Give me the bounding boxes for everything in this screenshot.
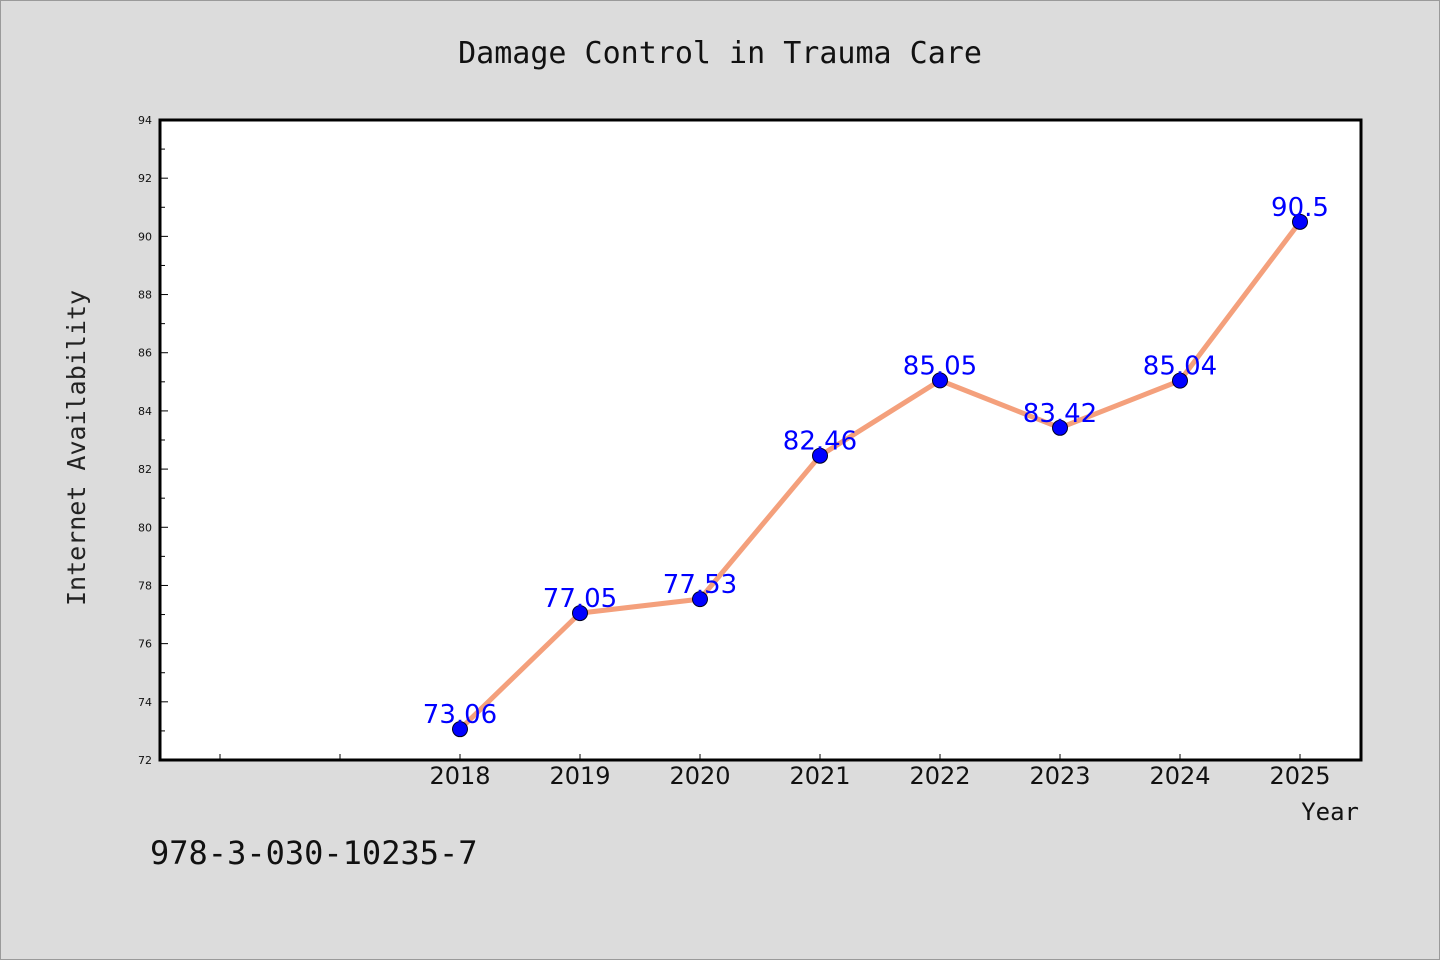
plot-area	[158, 118, 1363, 762]
y-tick-label: 88	[138, 289, 152, 302]
data-point	[692, 591, 708, 608]
series-line	[458, 220, 1302, 731]
y-tick-label: 82	[138, 463, 152, 476]
y-tick-label: 94	[138, 114, 152, 127]
y-tick-label: 74	[138, 696, 152, 709]
y-tick-label: 80	[138, 521, 152, 534]
data-point	[452, 721, 468, 738]
data-label: 85.04	[1143, 352, 1217, 382]
data-labels: 73.06 77.05 77.53 82.46 85.05 83.42 85.04 90.5	[423, 193, 1329, 730]
data-label: 77.53	[663, 570, 737, 600]
x-axis-label: Year	[1301, 798, 1359, 826]
data-point	[932, 372, 948, 389]
x-tick-label: 2025	[1269, 762, 1330, 790]
data-label: 83.42	[1023, 399, 1097, 429]
y-axis: 72 74 76 78 80 82 84 86 88 90 92 94	[138, 114, 168, 767]
y-axis-label: Internet Availability	[62, 290, 91, 606]
x-tick-label: 2024	[1149, 762, 1210, 790]
data-label: 90.5	[1271, 193, 1329, 223]
y-tick-label: 84	[138, 405, 152, 418]
y-tick-label: 90	[138, 230, 152, 243]
y-tick-label: 86	[138, 347, 152, 360]
x-tick-label: 2018	[429, 762, 490, 790]
y-tick-label: 78	[138, 579, 152, 592]
data-label: 73.06	[423, 700, 497, 730]
data-point	[1172, 372, 1188, 389]
x-tick-label: 2020	[669, 762, 730, 790]
data-point	[1292, 213, 1308, 230]
x-tick-label: 2022	[909, 762, 970, 790]
data-label: 77.05	[543, 584, 617, 614]
x-tick-label: 2021	[789, 762, 850, 790]
data-label: 85.05	[903, 351, 977, 381]
data-point	[1052, 419, 1068, 436]
y-tick-label: 76	[138, 638, 152, 651]
x-tick-label: 2019	[549, 762, 610, 790]
data-point	[572, 605, 588, 622]
isbn-annotation: 978-3-030-10235-7	[150, 834, 478, 872]
x-axis: 2018 2019 2020 2021 2022 2023 2024 2025	[219, 754, 1331, 790]
chart-title: Damage Control in Trauma Care	[458, 36, 982, 71]
data-markers	[452, 213, 1308, 738]
data-point	[812, 447, 828, 464]
x-tick-label: 2023	[1029, 762, 1090, 790]
y-tick-label: 92	[138, 172, 152, 185]
data-label: 82.46	[783, 427, 857, 457]
y-tick-label: 72	[138, 754, 152, 767]
